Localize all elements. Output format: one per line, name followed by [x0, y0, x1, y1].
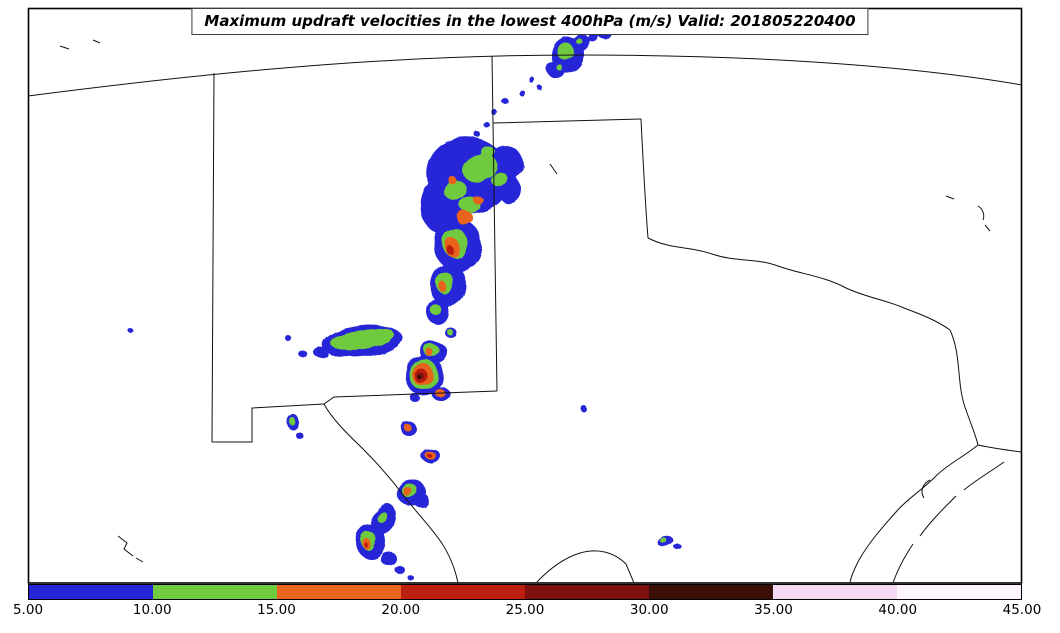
updraft-cell-level-1 — [407, 574, 413, 580]
updraft-cell-level-1 — [529, 77, 535, 83]
updraft-cell-level-2 — [462, 154, 498, 182]
river-mark-mexico — [117, 535, 134, 557]
colorbar — [28, 584, 1022, 600]
updraft-cell-level-2 — [491, 173, 509, 187]
colorbar-tick-label: 10.00 — [132, 602, 172, 618]
colorbar-segment — [401, 585, 525, 599]
updraft-cell-level-3 — [473, 196, 483, 204]
bay-inlet — [921, 479, 931, 499]
updraft-cell-level-4 — [425, 452, 431, 456]
colorbar-tick-label: 35.00 — [754, 602, 793, 618]
state-border-nm-west — [211, 72, 215, 443]
state-border-37n — [29, 54, 1021, 97]
updraft-cell-level-1 — [547, 62, 565, 78]
updraft-cell-level-3 — [439, 282, 447, 292]
colorbar-tick-label: 15.00 — [257, 602, 296, 618]
updraft-cell-level-2 — [373, 327, 393, 341]
state-border-ok-panhandle — [492, 118, 642, 124]
updraft-cell-level-1 — [483, 121, 489, 127]
updraft-cell-level-2 — [337, 340, 353, 350]
updraft-cell-level-1 — [395, 566, 405, 574]
updraft-cell-level-1 — [673, 543, 681, 549]
colorbar-tick-label: 25.00 — [505, 602, 545, 618]
updraft-cell-level-3 — [425, 348, 433, 356]
coastline-louisiana — [977, 444, 1021, 453]
updraft-cell-level-2 — [481, 146, 495, 158]
colorbar-segment — [277, 585, 401, 599]
colorbar-tick-label: 5.00 — [12, 602, 44, 618]
colorbar-segment — [649, 585, 773, 599]
updraft-cell-level-1 — [474, 131, 480, 137]
colorbar-segment — [897, 585, 1021, 599]
lake-mark-5 — [977, 205, 985, 221]
rio-grande-lower — [536, 550, 635, 582]
lake-mark-3 — [92, 39, 101, 44]
updraft-cell-level-1 — [410, 394, 420, 402]
colorbar-segment — [29, 585, 153, 599]
colorbar-tick-label: 20.00 — [381, 602, 421, 618]
lake-mark-2 — [59, 45, 70, 50]
updraft-cell-level-1 — [491, 109, 497, 115]
updraft-cell-level-2 — [431, 304, 441, 316]
state-border-100w — [640, 118, 649, 239]
colorbar-segment — [525, 585, 649, 599]
updraft-cell-level-1 — [313, 347, 327, 357]
updraft-cell-level-1 — [519, 90, 525, 96]
updraft-cell-level-4 — [446, 246, 454, 254]
colorbar-segment — [153, 585, 277, 599]
updraft-cell-level-1 — [413, 493, 429, 507]
updraft-cell-level-1 — [537, 85, 543, 91]
updraft-cell-level-1 — [284, 334, 290, 340]
map-frame — [27, 7, 1023, 584]
colorbar-segment — [773, 585, 897, 599]
barrier-island-3 — [892, 543, 914, 582]
plot-title-text: Maximum updraft velocities in the lowest… — [204, 12, 856, 30]
updraft-cell-level-1 — [128, 328, 134, 334]
river-mark-mexico-2 — [135, 557, 144, 563]
updraft-cell-level-2 — [557, 65, 563, 71]
updraft-cell-level-6 — [418, 376, 422, 380]
updraft-cell-level-1 — [381, 552, 397, 566]
barrier-island-2 — [919, 495, 957, 537]
updraft-cell-level-1 — [582, 406, 588, 414]
updraft-cell-level-2 — [446, 328, 452, 334]
rio-grande-upper — [323, 403, 459, 582]
lake-mark-4 — [945, 195, 955, 200]
updraft-cell-level-3 — [402, 486, 412, 496]
colorbar-tick-label: 40.00 — [878, 602, 918, 618]
lake-mark-1 — [549, 163, 558, 175]
lake-mark-6 — [984, 224, 991, 232]
updraft-cell-level-2 — [443, 180, 467, 200]
state-border-nm-south — [212, 390, 498, 443]
updraft-cell-level-2 — [289, 417, 295, 425]
updraft-cell-level-2 — [558, 43, 574, 61]
updraft-cell-level-1 — [501, 98, 509, 104]
red-river-border — [647, 237, 951, 331]
updraft-cell-level-3 — [448, 176, 456, 184]
state-border-tx-east — [949, 329, 979, 446]
coastline-texas — [849, 444, 979, 582]
updraft-cell-level-2 — [376, 511, 388, 523]
updraft-cell-level-4 — [364, 542, 368, 548]
updraft-cell-level-3 — [457, 211, 473, 225]
colorbar-tick-label: 45.00 — [1002, 602, 1042, 618]
state-borders-layer — [29, 39, 1021, 582]
plot-title-box: Maximum updraft velocities in the lowest… — [191, 8, 869, 35]
updraft-cell-level-1 — [295, 431, 303, 439]
updraft-cell-level-3 — [403, 423, 411, 431]
updraft-cell-level-2 — [576, 38, 582, 44]
colorbar-tick-label: 30.00 — [629, 602, 669, 618]
updraft-cell-level-2 — [659, 537, 667, 543]
updraft-cell-level-1 — [299, 350, 307, 358]
barrier-island-1 — [963, 461, 1005, 491]
state-border-nm-tx — [491, 55, 498, 392]
